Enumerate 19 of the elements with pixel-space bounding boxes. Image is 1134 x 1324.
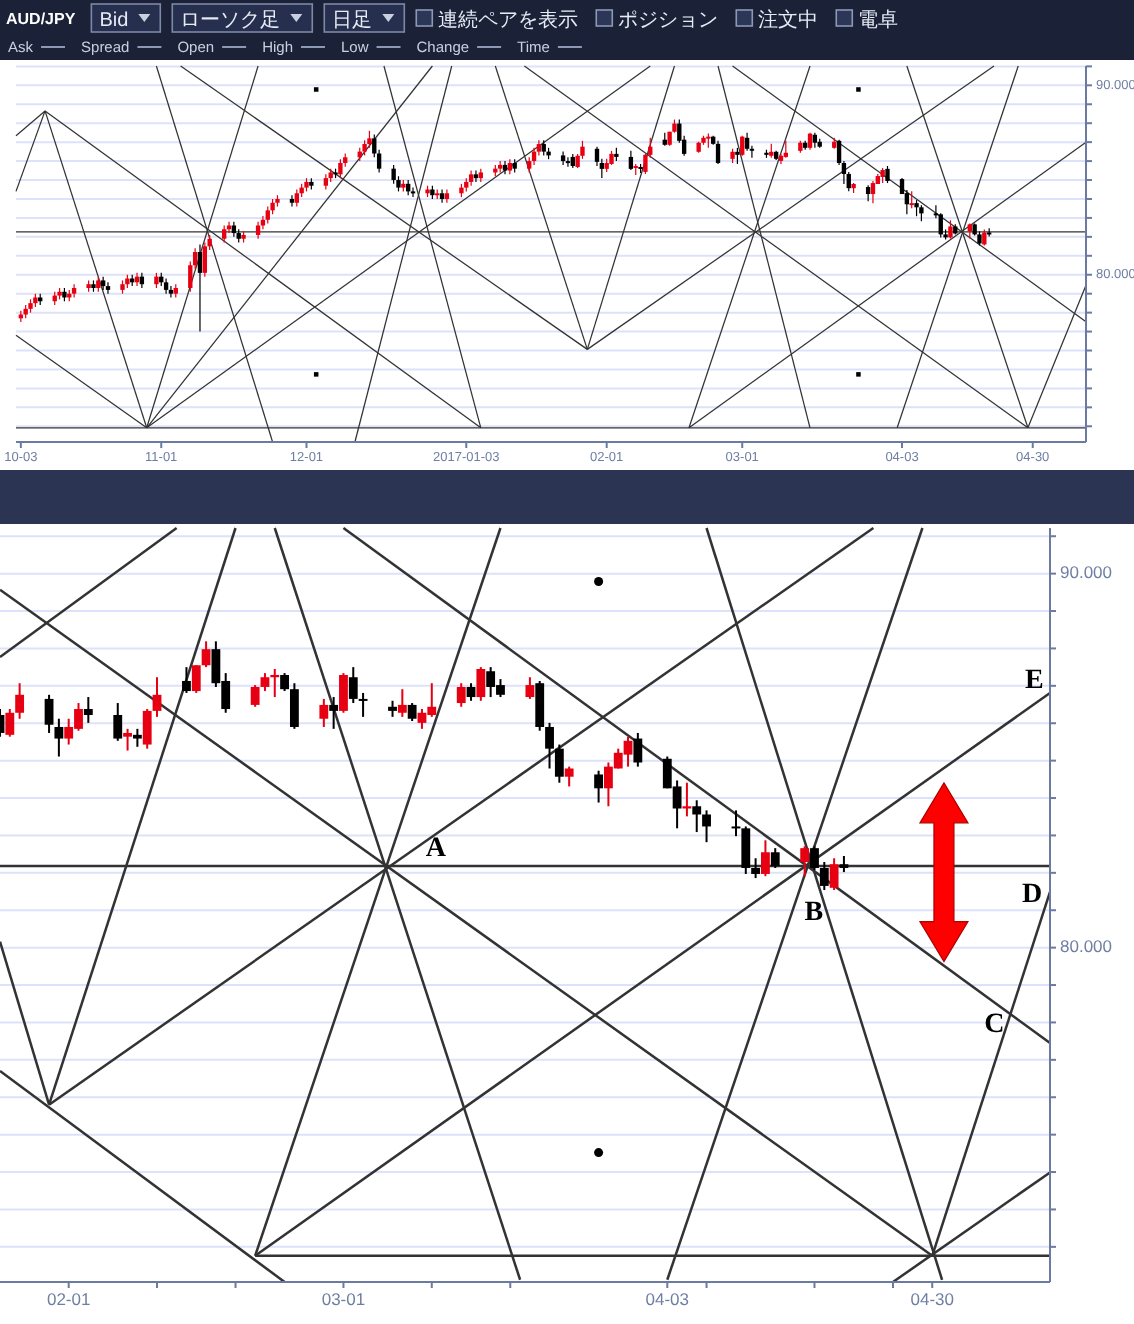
text: 注文中 [758, 8, 819, 32]
annotation: B [804, 898, 824, 929]
text: AUD/JPY [6, 10, 77, 28]
y-tick-label: 80.000 [1060, 936, 1113, 957]
text: 日足 [332, 10, 373, 32]
x-tick-label: 04-30 [910, 1289, 955, 1309]
x-tick-label: 03-01 [321, 1289, 366, 1309]
annotation: E [1024, 666, 1044, 697]
x-tick-label: 04-03 [645, 1289, 690, 1309]
text: ローソク足 [180, 10, 281, 32]
x-tick-label: 02-01 [46, 1289, 91, 1309]
y-tick-label: 90.000 [1060, 562, 1113, 583]
text: 連続ペアを表示 [438, 8, 579, 32]
annotation: D [1022, 880, 1043, 911]
text: ポジション [618, 10, 719, 32]
annotation: A [425, 834, 448, 865]
annotation: C [984, 1010, 1005, 1041]
text: 電卓 [858, 8, 899, 32]
text: Bid [99, 10, 129, 32]
